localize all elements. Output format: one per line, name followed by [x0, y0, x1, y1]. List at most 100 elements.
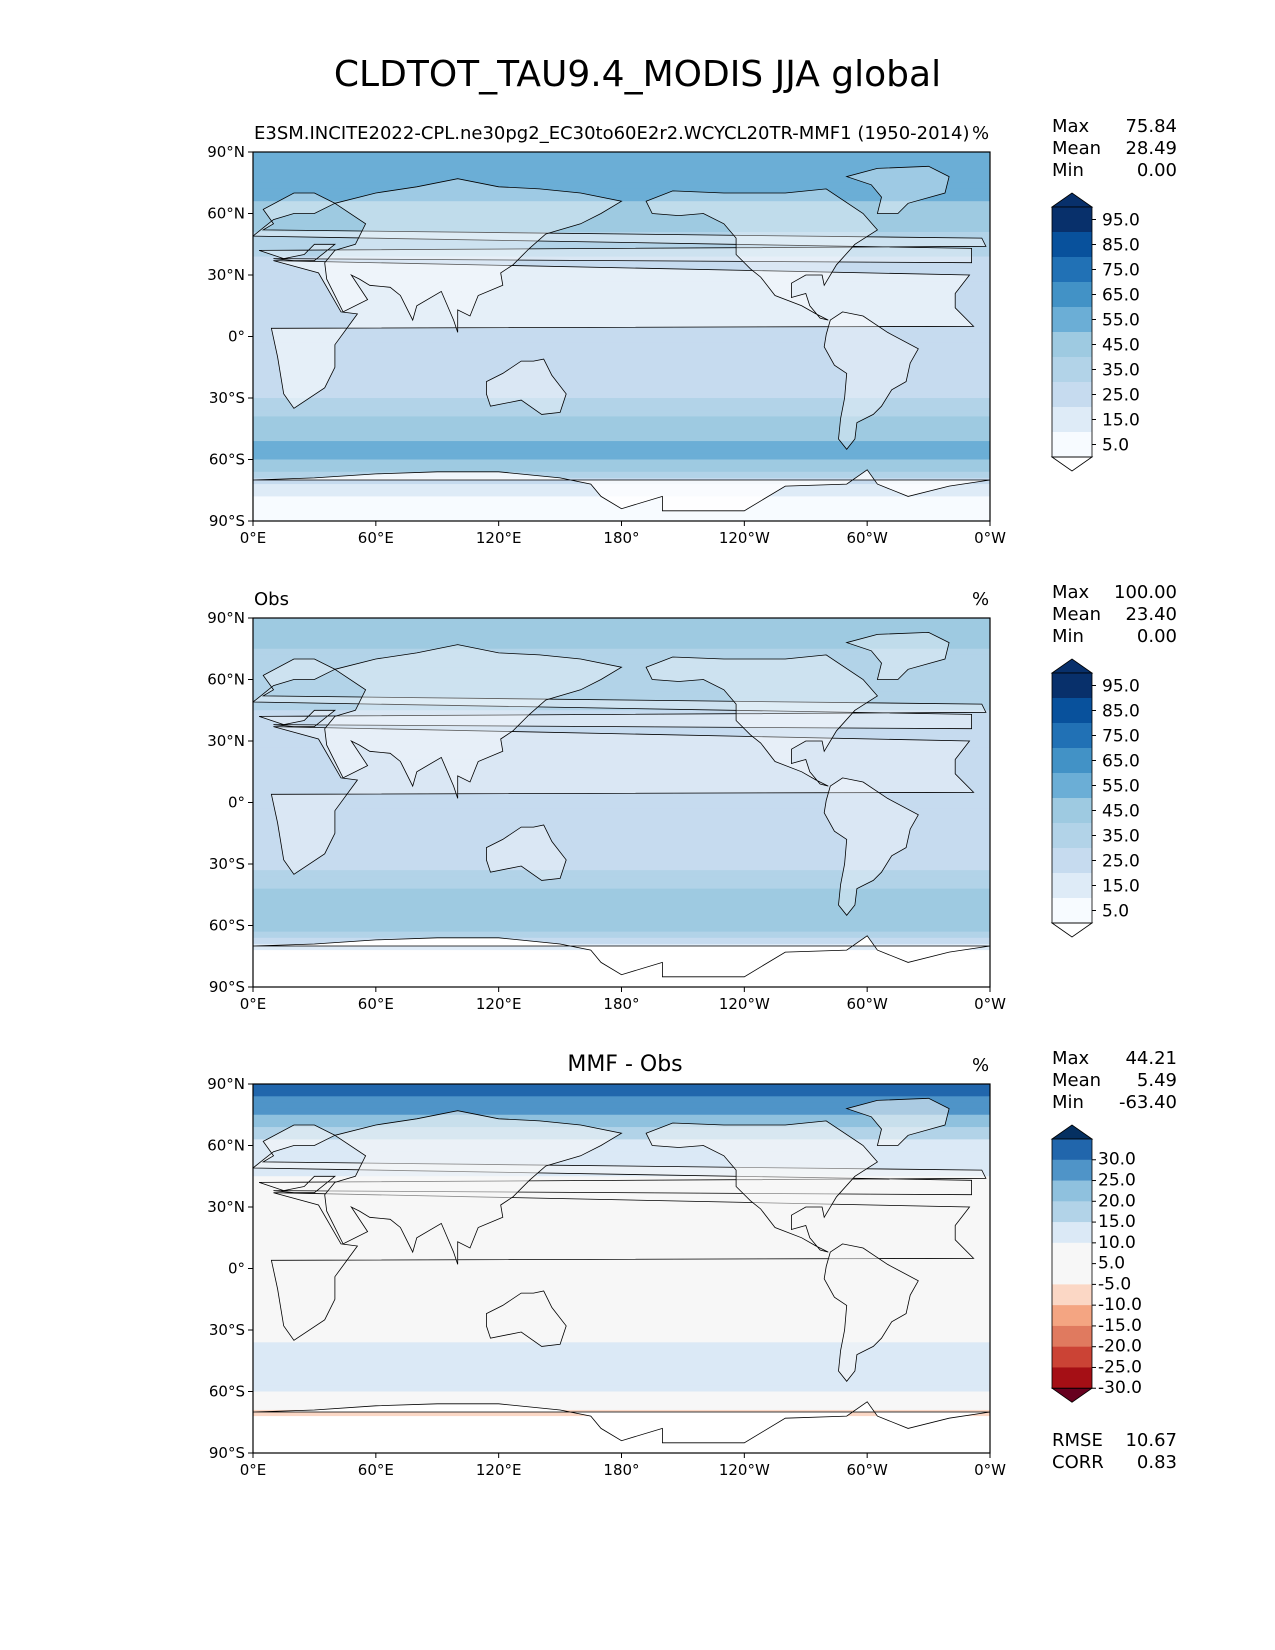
colorbar-segment [1052, 773, 1092, 799]
y-tick-label: 60°N [207, 671, 245, 689]
map-band [253, 919, 990, 927]
colorbar-tick-label: 25.0 [1098, 1171, 1136, 1191]
map-band [253, 1330, 990, 1337]
colorbar-tick-label: 5.0 [1098, 1254, 1125, 1274]
map-field-obs [253, 618, 990, 987]
y-tick-label: 30°S [209, 389, 245, 407]
map-band [253, 913, 990, 920]
colorbar-frame [1051, 672, 1093, 924]
colorbar-tick-label: 35.0 [1102, 827, 1140, 847]
diff-min-value: -63.40 [1118, 1092, 1177, 1113]
map-band [253, 391, 990, 399]
colorbar-segment [1052, 1305, 1092, 1327]
map-band [253, 980, 990, 987]
map-band [253, 225, 990, 233]
map-band [253, 833, 990, 840]
colorbar-tick-label: 30.0 [1098, 1150, 1136, 1170]
map-band [253, 465, 990, 473]
map-band [253, 404, 990, 411]
map-band [253, 642, 990, 650]
colorbar-tick-label: 45.0 [1102, 336, 1140, 356]
colorbar-segment [1052, 207, 1092, 233]
coastline-africa [270, 726, 975, 875]
map-band [253, 907, 990, 914]
diff-max-value: 44.21 [1125, 1048, 1177, 1069]
x-tick-label: 60°E [358, 529, 394, 547]
map-band [253, 182, 990, 190]
colorbar-segment [1052, 407, 1092, 433]
map-band [253, 802, 990, 810]
colorbar-segment [1052, 232, 1092, 258]
y-tick-label: 30°N [207, 1198, 245, 1216]
colorbar-segment [1052, 1242, 1092, 1265]
colorbar-segment [1052, 873, 1092, 899]
map-band [253, 213, 990, 221]
x-tick-label: 120°W [719, 1461, 770, 1479]
coastline-asia [324, 178, 623, 333]
map-band [253, 1286, 990, 1294]
colorbar-tick-label: -25.0 [1098, 1357, 1142, 1377]
map-band [253, 654, 990, 662]
x-tick-label: 180° [603, 995, 639, 1013]
map-band [253, 434, 990, 442]
map-band [253, 1280, 990, 1288]
map-band [253, 857, 990, 865]
y-tick-label: 60°S [209, 917, 245, 935]
map-panel-model: 0°E 60°E 120°E 180° 120°W 60°W 0°W 90°N 60°N 30°N… [207, 143, 1006, 547]
map-band [253, 1354, 990, 1362]
map-band [253, 447, 990, 454]
map-band [253, 330, 990, 338]
colorbar-tick-label: -10.0 [1098, 1295, 1142, 1315]
x-tick-label: 180° [603, 529, 639, 547]
colorbar-segment [1052, 382, 1092, 408]
coastline-africa [270, 260, 975, 409]
coastline-asia [324, 644, 623, 799]
map-band [253, 814, 990, 822]
colorbar-tick-label: 5.0 [1102, 436, 1129, 456]
map-band [253, 722, 990, 730]
map-band [253, 1194, 990, 1202]
map-band [253, 385, 990, 393]
map-band [253, 441, 990, 448]
map-band [253, 771, 990, 779]
colorbar-segment [1052, 723, 1092, 749]
map-band [253, 1157, 990, 1165]
map-band [253, 734, 990, 742]
corr-label: CORR [1052, 1452, 1104, 1473]
colorbar-tick-label: 45.0 [1102, 802, 1140, 822]
colorbar-tick-label: -15.0 [1098, 1316, 1142, 1336]
map-band [253, 1120, 990, 1128]
map-band [253, 900, 990, 908]
colorbar-tick-label: 75.0 [1102, 727, 1140, 747]
map-band [253, 459, 990, 467]
colorbar-tick-label: 10.0 [1098, 1233, 1136, 1253]
colorbar-extend-top [1050, 658, 1094, 674]
map-band [253, 1397, 990, 1405]
colorbar-extend-bottom [1050, 1387, 1094, 1403]
map-band [253, 1133, 990, 1140]
map-band [253, 624, 990, 631]
model-max-value: 75.84 [1125, 116, 1177, 137]
x-tick-label: 60°W [846, 995, 888, 1013]
map-panel-obs: 0°E 60°E 120°E 180° 120°W 60°W 0°W 90°N 60°N 30°N… [207, 609, 1006, 1013]
map-band [253, 164, 990, 172]
map-band [253, 471, 990, 479]
y-tick-label: 30°S [209, 1321, 245, 1339]
colorbar-segment [1052, 1346, 1092, 1368]
model-min-value: 0.00 [1136, 160, 1177, 181]
map-band [253, 691, 990, 699]
obs-units: % [972, 589, 990, 610]
coastline-greenland [845, 631, 950, 680]
map-band [253, 747, 990, 754]
map-band [253, 667, 990, 674]
map-band [253, 716, 990, 724]
colorbar-frame [1051, 206, 1093, 458]
diff-max-label: Max [1052, 1048, 1090, 1069]
map-band [253, 1274, 990, 1282]
map-band [253, 1139, 990, 1147]
map-band [253, 207, 990, 215]
map-band [253, 882, 990, 890]
map-band [253, 753, 990, 761]
map-band [253, 348, 990, 356]
